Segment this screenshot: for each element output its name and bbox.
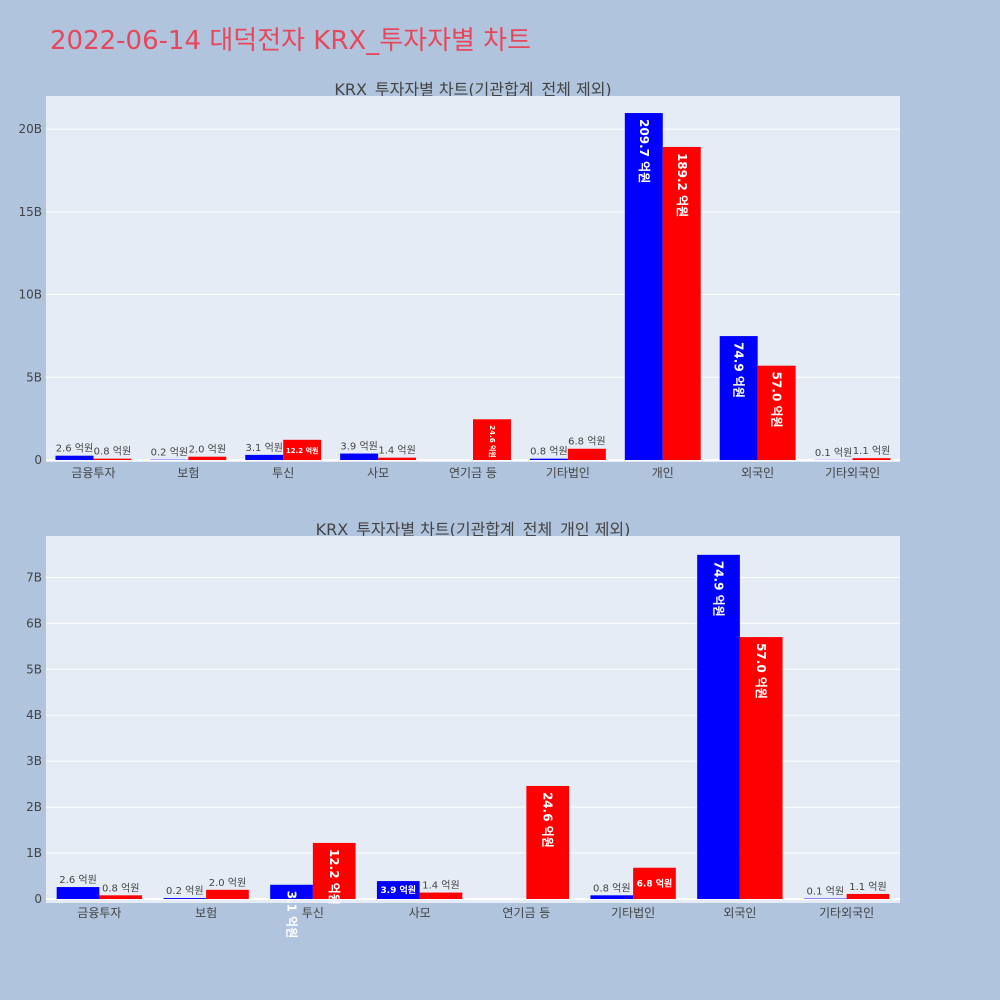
sell-bar [206, 889, 249, 899]
y-tick-label: 1B [26, 846, 42, 860]
sell-bar [283, 439, 322, 460]
bar-data-label: 0.1 억원 [815, 447, 852, 459]
x-tick-label: 투신 [272, 466, 294, 480]
bar-data-label: 0.8 억원 [102, 882, 139, 894]
sell-bar [378, 457, 417, 460]
buy-bar [376, 881, 420, 899]
sell-bar [93, 458, 132, 460]
y-tick-label: 5B [26, 662, 42, 676]
sell-bar [757, 365, 796, 460]
buy-bar [163, 898, 207, 899]
y-tick-label: 15B [18, 205, 42, 219]
bar-data-label: 0.8 억원 [530, 446, 567, 458]
x-tick-label: 사모 [367, 466, 389, 480]
y-tick-label: 6B [26, 616, 42, 630]
y-tick-label: 0 [34, 453, 42, 467]
bar-data-label: 24.6 억원 [488, 425, 497, 458]
bar-data-label: 0.8 억원 [94, 446, 131, 458]
buy-bar [719, 336, 758, 460]
bar-data-label: 2.0 억원 [209, 877, 246, 889]
bar-data-label: 12.2 억원 [286, 446, 319, 455]
x-tick-label: 보험 [195, 906, 217, 920]
x-tick-label: 연기금 등 [449, 466, 497, 480]
bar-data-label: 2.0 억원 [189, 444, 226, 456]
bar-data-label: 0.1 억원 [807, 886, 844, 898]
sell-bar [419, 892, 463, 899]
buy-bar [245, 454, 284, 460]
x-tick-label: 연기금 등 [502, 906, 550, 920]
bar-data-label: 6.8 억원 [637, 877, 673, 889]
x-tick-label: 사모 [409, 906, 431, 920]
buy-bar [697, 554, 740, 899]
bar-data-label: 1.4 억원 [422, 880, 459, 892]
bar-data-label: 24.6 억원 [541, 792, 555, 848]
bar-data-label: 3.9 억원 [340, 441, 377, 453]
y-tick-label: 3B [26, 754, 42, 768]
sell-bar [312, 842, 356, 899]
bar-data-label: 57.0 억원 [770, 372, 784, 428]
buy-bar [529, 458, 568, 460]
bar-data-label: 57.0 억원 [754, 643, 768, 699]
bar-data-label: 74.9 억원 [732, 342, 746, 398]
bar-data-label: 1.1 억원 [853, 445, 890, 457]
sell-bar [567, 448, 606, 460]
y-tick-label: 2B [26, 800, 42, 814]
sell-bar [852, 458, 891, 460]
bar-data-label: 0.8 억원 [593, 882, 630, 894]
x-tick-label: 외국인 [741, 466, 774, 480]
x-tick-label: 기타외국인 [819, 906, 874, 920]
y-tick-label: 7B [26, 570, 42, 584]
sell-bar [633, 867, 676, 899]
chart-1-title: KRX_투자자별 차트(기관합계_전체 제외) [334, 80, 611, 100]
bar-data-label: 0.2 억원 [166, 885, 203, 897]
x-tick-label: 투신 [302, 906, 324, 920]
bar-data-label: 12.2 억원 [327, 849, 341, 905]
x-tick-label: 금융투자 [71, 466, 115, 480]
buy-bar [340, 453, 379, 460]
bar-data-label: 3.1 억원 [246, 442, 283, 454]
buy-bar [590, 895, 634, 899]
buy-bar [270, 884, 313, 899]
bar-data-label: 2.6 억원 [56, 443, 93, 455]
sell-bar [526, 785, 570, 899]
bar-data-label: 209.7 억원 [637, 119, 651, 183]
bar-data-label: 1.1 억원 [849, 881, 886, 893]
x-tick-label: 개인 [652, 466, 674, 480]
y-tick-label: 4B [26, 708, 42, 722]
x-tick-label: 기타외국인 [825, 466, 880, 480]
y-tick-label: 10B [18, 288, 42, 302]
chart-2-title: KRX_투자자별 차트(기관합계_전체_개인 제외) [316, 520, 631, 540]
bar-data-label: 3.9 억원 [380, 884, 416, 896]
x-tick-label: 보험 [177, 466, 199, 480]
bar-data-label: 0.2 억원 [151, 447, 188, 459]
x-tick-label: 기타법인 [546, 466, 590, 480]
y-tick-label: 20B [18, 122, 42, 136]
sell-bar [846, 893, 890, 899]
bar-data-label: 74.9 억원 [712, 561, 726, 617]
bar-data-label: 6.8 억원 [568, 436, 605, 448]
buy-bar [56, 887, 100, 899]
y-tick-label: 0 [34, 892, 42, 906]
y-tick-label: 5B [26, 370, 42, 384]
bar-data-label: 3.1 억원 [285, 891, 299, 939]
sell-bar [99, 895, 143, 899]
figure-title: 2022-06-14 대덕전자 KRX_투자자별 차트 [50, 26, 531, 56]
bar-data-label: 189.2 억원 [675, 153, 689, 217]
bar-data-label: 2.6 억원 [59, 874, 96, 886]
x-tick-label: 금융투자 [77, 906, 121, 920]
sell-bar [662, 146, 701, 460]
sell-bar [473, 419, 511, 460]
buy-bar [55, 455, 94, 460]
buy-bar [624, 113, 663, 461]
sell-bar [188, 456, 227, 460]
x-tick-label: 기타법인 [611, 906, 655, 920]
x-tick-label: 외국인 [723, 906, 756, 920]
bar-data-label: 1.4 억원 [378, 445, 415, 457]
sell-bar [739, 637, 783, 899]
